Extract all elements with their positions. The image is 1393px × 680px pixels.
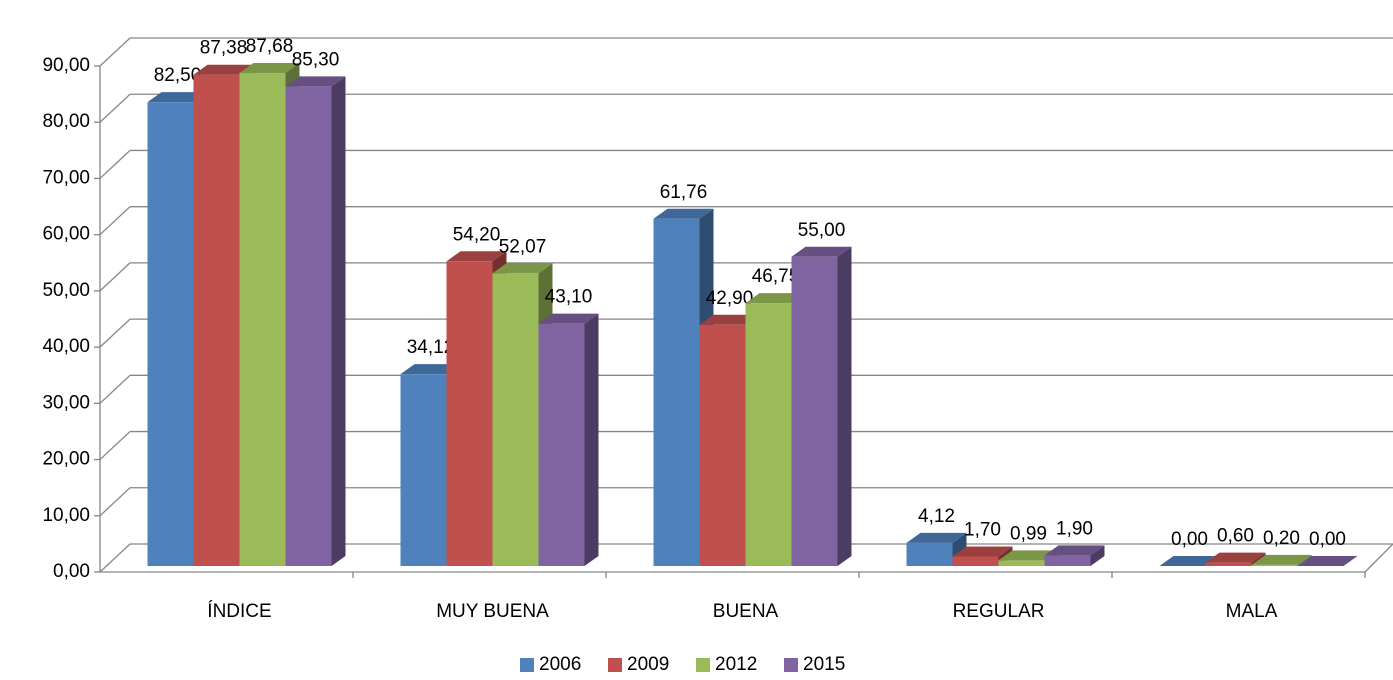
data-label: 0,60	[1217, 526, 1254, 547]
bar	[791, 256, 838, 566]
grid-line	[99, 206, 131, 236]
y-tick-label: 70,00	[42, 167, 90, 188]
y-tick-label: 30,00	[42, 392, 90, 413]
bar-top	[1159, 556, 1220, 566]
y-tick-label: 20,00	[42, 449, 90, 470]
y-tick-label: 90,00	[42, 55, 90, 76]
bar-top	[193, 64, 254, 75]
bar-top	[745, 293, 806, 304]
bar	[1044, 555, 1091, 566]
legend-swatch	[696, 658, 710, 672]
bar-side	[1090, 545, 1105, 566]
data-label: 34,12	[407, 337, 455, 358]
data-label: 0,20	[1263, 528, 1300, 549]
bar	[906, 542, 953, 566]
bar-top	[998, 550, 1059, 561]
grid-line	[99, 93, 131, 123]
y-tick-label: 10,00	[42, 505, 90, 526]
data-label: 87,38	[200, 38, 248, 59]
bar-top	[1205, 552, 1266, 563]
y-tick-label: 80,00	[42, 111, 90, 132]
bar-top	[1044, 545, 1105, 556]
bar-top	[906, 532, 967, 543]
y-tick-label: 40,00	[42, 336, 90, 357]
legend-label: 2009	[627, 654, 669, 675]
bar	[239, 73, 286, 567]
legend-label: 2006	[539, 654, 581, 675]
grid-line	[99, 262, 131, 292]
bar-top	[400, 364, 461, 375]
bar	[538, 323, 585, 566]
bar	[446, 261, 493, 566]
y-tick-label: 60,00	[42, 224, 90, 245]
data-label: 0,99	[1010, 523, 1047, 544]
bar-side	[1297, 554, 1312, 566]
data-label: 85,30	[292, 49, 340, 70]
grid-line	[99, 487, 131, 517]
grid-line	[99, 37, 131, 67]
bar	[285, 86, 332, 567]
floor-edge	[1364, 543, 1393, 573]
data-label: 61,76	[660, 182, 708, 203]
legend-swatch	[608, 658, 622, 672]
grid-line	[99, 374, 131, 404]
bar-top	[492, 263, 553, 274]
data-label: 82,50	[154, 65, 202, 86]
bar	[147, 102, 194, 567]
bar	[653, 218, 700, 567]
x-tick-label: ÍNDICE	[207, 601, 271, 622]
bar	[745, 303, 792, 566]
data-label: 55,00	[798, 220, 846, 241]
legend-label: 2012	[715, 654, 757, 675]
bar-side	[584, 313, 599, 566]
bar	[1205, 562, 1252, 566]
bar-top	[653, 208, 714, 219]
y-tick-label: 0,00	[53, 561, 90, 582]
bar	[193, 74, 240, 566]
bar-side	[837, 246, 852, 566]
data-label: 4,12	[918, 506, 955, 527]
bar-top	[952, 546, 1013, 557]
data-label: 46,75	[752, 266, 800, 287]
legend-label: 2015	[803, 654, 845, 675]
legend-swatch	[784, 658, 798, 672]
x-tick-label: REGULAR	[953, 601, 1045, 622]
bar	[952, 556, 999, 566]
bar-top	[1297, 556, 1358, 566]
grid-line	[99, 431, 131, 461]
bar	[998, 560, 1045, 566]
bar-top	[446, 251, 507, 262]
bar-top	[791, 246, 852, 257]
grid-line	[99, 149, 131, 179]
bar	[699, 324, 746, 566]
bar-top	[699, 314, 760, 325]
bar	[492, 273, 539, 566]
data-label: 1,90	[1056, 518, 1093, 539]
data-label: 43,10	[545, 287, 593, 308]
data-label: 54,20	[453, 224, 501, 245]
bar-top	[538, 313, 599, 324]
bar	[400, 374, 447, 566]
x-tick-label: MALA	[1226, 601, 1278, 622]
data-label: 42,90	[706, 288, 754, 309]
y-tick-label: 50,00	[42, 280, 90, 301]
x-tick-label: BUENA	[713, 601, 779, 622]
grid-line	[99, 318, 131, 348]
bar	[1251, 564, 1298, 566]
bar-top	[147, 92, 208, 103]
legend-swatch	[520, 658, 534, 672]
data-label: 0,00	[1309, 529, 1346, 550]
data-label: 0,00	[1171, 529, 1208, 550]
bar-top	[1251, 554, 1312, 565]
data-label: 52,07	[499, 236, 547, 257]
x-tick-label: MUY BUENA	[436, 601, 549, 622]
bar-top	[285, 76, 346, 87]
data-label: 1,70	[964, 519, 1001, 540]
grid-line	[99, 543, 131, 573]
bar-side	[331, 76, 346, 567]
data-label: 87,68	[246, 36, 294, 57]
bar-top	[239, 63, 300, 74]
